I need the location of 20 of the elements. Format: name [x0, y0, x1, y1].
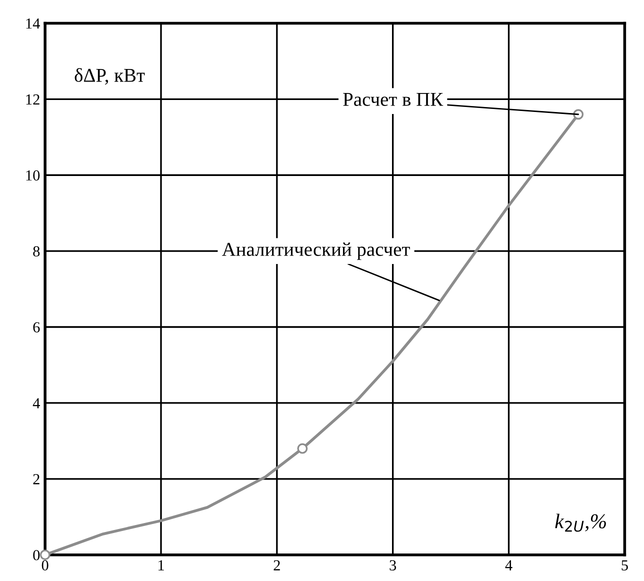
x-tick-label: 2: [274, 560, 280, 570]
y-tick-label: 2: [33, 474, 40, 484]
x-tick-label: 1: [158, 560, 164, 570]
y-tick-label: 8: [33, 246, 40, 257]
x-axis-title: k$_{2U}$,%: [555, 514, 606, 532]
annotation: Аналитический расчет: [222, 242, 410, 260]
annotation: Расчет в ПК: [343, 93, 444, 106]
y-tick-label: 0: [33, 550, 40, 560]
x-tick-label: 4: [505, 560, 512, 570]
x-tick-label: 0: [42, 560, 48, 570]
point: [297, 443, 308, 454]
x-tick-label: 5: [622, 560, 628, 570]
y-tick-label: 4: [32, 398, 40, 408]
y-axis-title: δΔP, кВт: [74, 68, 145, 85]
y-tick-label: 10: [26, 170, 40, 181]
y-tick-label: 14: [26, 18, 40, 29]
y-tick-label: 6: [33, 322, 40, 332]
y-tick-label: 12: [26, 94, 40, 104]
x-tick-label: 3: [390, 560, 396, 570]
point: [40, 550, 50, 560]
